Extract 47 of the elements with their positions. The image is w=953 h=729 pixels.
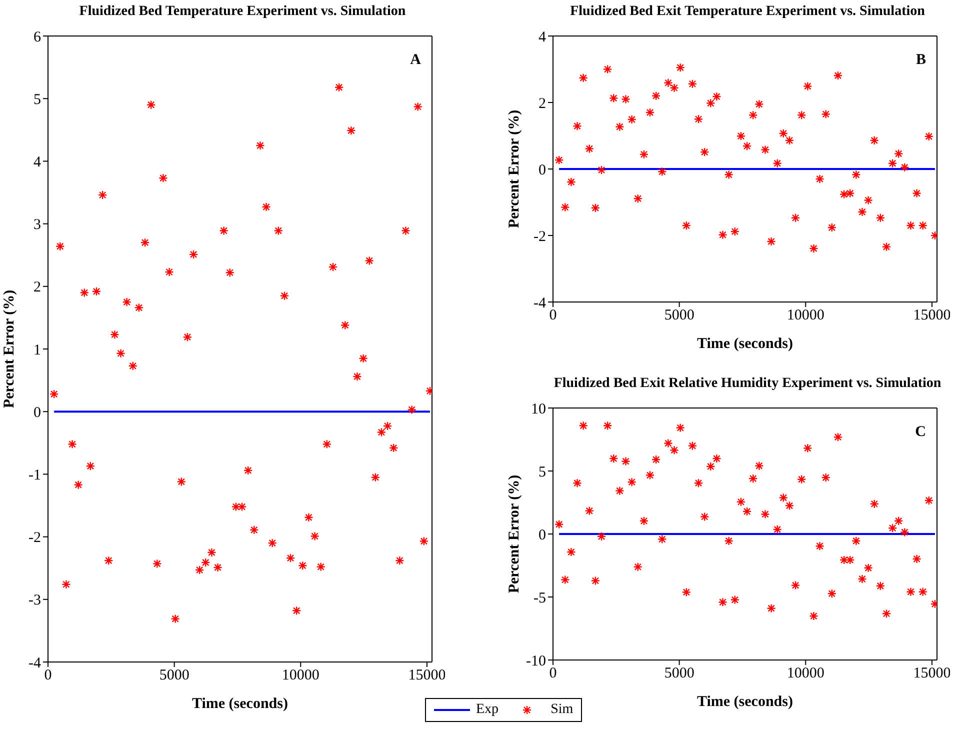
y-tick-label: -4 <box>534 295 546 312</box>
y-axis-title: Percent Error (%) <box>506 110 522 228</box>
x-tick-label: 5000 <box>664 666 694 682</box>
x-tick-label: 10000 <box>786 666 824 682</box>
y-tick-label: -2 <box>28 530 41 546</box>
y-tick-label: 0 <box>538 527 546 544</box>
y-tick-label: 0 <box>538 162 546 178</box>
y-axis-title: Percent Error (%) <box>506 474 522 594</box>
y-tick-label: -1 <box>28 468 41 484</box>
y-tick-label: -3 <box>28 592 41 609</box>
x-axis-title: Time (seconds) <box>697 694 793 710</box>
x-tick-label: 15000 <box>408 668 446 684</box>
y-tick-label: 4 <box>538 29 546 46</box>
annotation: A <box>410 52 421 69</box>
chart-title: Fluidized Bed Exit Temperature Experiment vs. Simulation <box>569 4 926 20</box>
x-tick-label: 0 <box>549 308 557 324</box>
y-tick-label: 6 <box>34 29 42 46</box>
legend-label: Sim <box>550 702 574 718</box>
annotation: B <box>916 52 926 69</box>
x-tick-label: 0 <box>44 668 52 684</box>
x-tick-label: 5000 <box>159 668 190 684</box>
chart-title: Fluidized Bed Exit Relative Humidity Experiment vs. Simulation <box>552 376 942 392</box>
y-tick-label: 10 <box>531 401 546 418</box>
y-tick-label: -5 <box>534 590 546 606</box>
chart-title: Fluidized Bed Temperature Experiment vs. Simulation <box>78 4 407 20</box>
y-tick-label: 2 <box>538 96 546 112</box>
y-tick-label: 5 <box>538 464 546 480</box>
x-tick-label: 10000 <box>786 308 824 324</box>
annotation: C <box>915 424 926 441</box>
y-tick-label: 4 <box>34 154 42 171</box>
x-axis-title: Time (seconds) <box>697 336 793 352</box>
y-tick-label: 3 <box>34 217 41 234</box>
y-tick-label: -2 <box>534 228 546 245</box>
x-tick-label: 15000 <box>913 666 951 682</box>
y-tick-label: 0 <box>34 404 41 421</box>
y-axis-title: Percent Error (%) <box>1 290 18 408</box>
y-tick-label: 2 <box>34 280 41 296</box>
x-tick-label: 0 <box>549 666 557 682</box>
legend-label: Exp <box>476 702 499 718</box>
x-tick-label: 10000 <box>282 668 320 684</box>
y-tick-label: -4 <box>28 655 42 672</box>
y-tick-label: 5 <box>34 92 41 108</box>
x-tick-label: 15000 <box>913 308 951 324</box>
x-axis-title: Time (seconds) <box>192 696 288 712</box>
y-tick-label: -10 <box>526 653 546 670</box>
y-tick-label: 1 <box>34 342 41 358</box>
x-tick-label: 5000 <box>664 308 694 324</box>
